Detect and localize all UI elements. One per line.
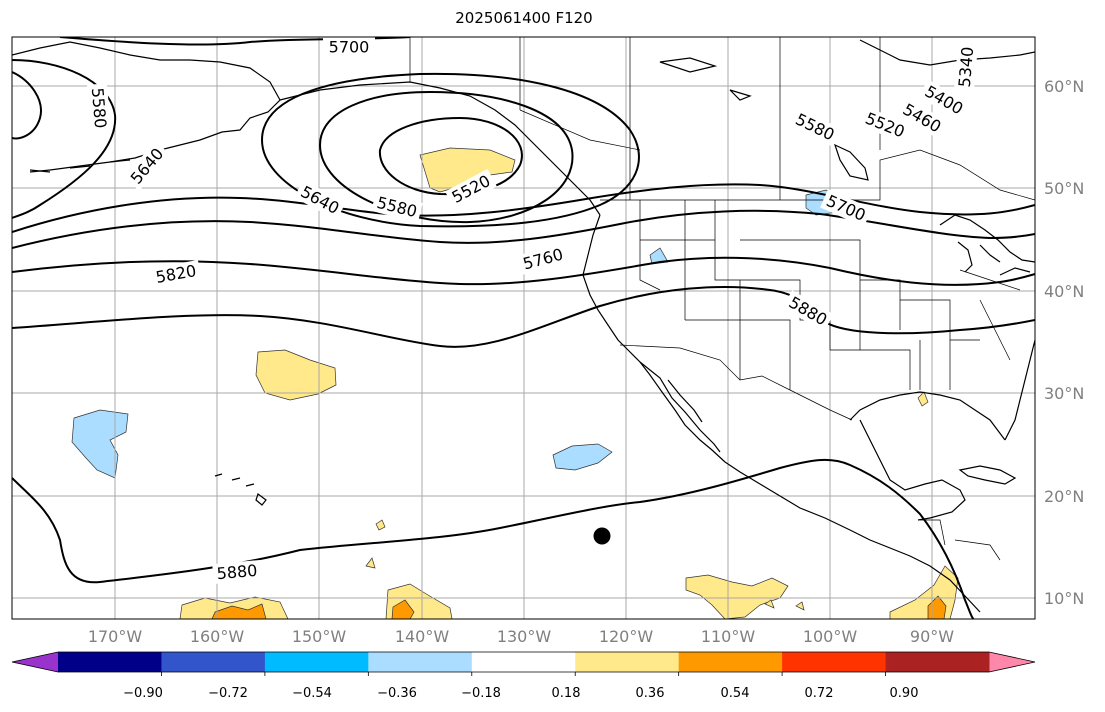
colorbar-label: 0.54 (721, 686, 750, 701)
colorbar-label: −0.54 (292, 686, 332, 701)
us-west-coast (582, 214, 726, 463)
positive-anomaly-area (391, 599, 415, 619)
us-canada-border (600, 149, 1035, 201)
colorbar: −0.90 −0.72 −0.54 −0.36 −0.18 0.18 0.36 … (11, 651, 1036, 701)
lon-tick-label: 140°W (395, 627, 450, 646)
positive-anomaly-area (211, 603, 267, 619)
colorbar-label: −0.36 (377, 686, 417, 701)
contour-5760 (12, 209, 1035, 249)
colorbar-segment (782, 652, 887, 672)
lat-tick-label: 20°N (1044, 487, 1084, 506)
contour-5640-low (260, 72, 640, 228)
contour-label: 5700 (329, 38, 370, 57)
colorbar-segment (885, 652, 990, 672)
contour-label: 5580 (88, 87, 110, 129)
lon-tick-label: 110°W (701, 627, 756, 646)
gulf-coast (849, 391, 1006, 521)
colorbar-label: 0.90 (890, 686, 919, 701)
alaska-panhandle (279, 81, 601, 216)
positive-anomaly-area (365, 557, 376, 569)
latitude-labels: 60°N 50°N 40°N 30°N 20°N 10°N (1044, 77, 1084, 608)
positive-anomaly-area (255, 349, 337, 401)
coastlines (12, 39, 1035, 613)
contour-5880-south (12, 458, 975, 619)
contour-5520-low (378, 116, 523, 196)
great-lakes (939, 214, 1035, 276)
longitude-labels: 170°W 160°W 150°W 140°W 130°W 120°W 110°… (88, 627, 954, 646)
contour-5880-north (12, 285, 1035, 348)
us-mexico-border (619, 344, 853, 421)
anomaly-shading (71, 147, 959, 619)
lon-tick-label: 130°W (497, 627, 552, 646)
lat-tick-label: 60°N (1044, 77, 1084, 96)
colorbar-segments (12, 652, 1035, 672)
negative-anomaly-area (552, 443, 613, 471)
negative-anomaly-area (71, 409, 129, 479)
colorbar-segment (678, 652, 783, 672)
colorbar-extension-low (12, 652, 58, 672)
lon-tick-label: 90°W (910, 627, 954, 646)
height-contours (12, 37, 1035, 619)
atlantic-coast (1004, 339, 1035, 441)
lon-tick-label: 160°W (190, 627, 245, 646)
lat-tick-label: 30°N (1044, 384, 1084, 403)
colorbar-segment (471, 652, 576, 672)
colorbar-labels: −0.90 −0.72 −0.54 −0.36 −0.18 0.18 0.36 … (123, 686, 918, 701)
canada-province-borders (519, 37, 881, 200)
map-frame (11, 36, 1036, 620)
alaska-coast (12, 41, 281, 173)
colorbar-ticks (161, 672, 886, 676)
positive-anomaly-area (419, 147, 516, 193)
positive-anomaly-area (795, 601, 805, 611)
positive-anomaly-area (764, 599, 775, 609)
aleutian-islands (29, 151, 166, 173)
colorbar-label: 0.36 (636, 686, 665, 701)
colorbar-segment (264, 652, 369, 672)
lon-tick-label: 120°W (599, 627, 654, 646)
colorbar-segment (58, 652, 162, 672)
mexico-pacific-coast (724, 461, 981, 613)
colorbar-label: −0.72 (208, 686, 248, 701)
colorbar-label: −0.18 (461, 686, 501, 701)
colorbar-label: 0.72 (805, 686, 834, 701)
colorbar-segment (575, 652, 680, 672)
colorbar-extension-high (989, 652, 1035, 672)
map-title: 2025061400 F120 (455, 9, 593, 27)
colorbar-segment (161, 652, 266, 672)
lon-tick-label: 170°W (88, 627, 143, 646)
lon-tick-label: 150°W (292, 627, 347, 646)
baja-california (639, 361, 721, 453)
lon-tick-label: 100°W (803, 627, 858, 646)
hudson-bay-area (859, 39, 1035, 66)
central-america-borders (920, 519, 1001, 561)
contour-5640-west (12, 59, 117, 219)
colorbar-label: −0.90 (123, 686, 163, 701)
colorbar-outline (11, 651, 1036, 673)
canadian-islands (659, 57, 869, 181)
positive-anomaly-area (917, 391, 929, 407)
hawaiian-islands (214, 473, 267, 506)
map-panel: 5700 5580 5640 5640 5580 5520 5580 5520 … (12, 37, 1035, 619)
contour-5580-west (12, 71, 42, 140)
storm-position-marker (593, 527, 611, 545)
cuba (958, 465, 1017, 485)
colorbar-segment (368, 652, 473, 672)
lat-tick-label: 10°N (1044, 589, 1084, 608)
contour-label: 5340 (955, 46, 977, 88)
contour-5820 (12, 256, 1035, 286)
contour-label: 5880 (216, 561, 258, 583)
lat-tick-label: 40°N (1044, 282, 1084, 301)
positive-anomaly-area (375, 519, 386, 531)
lat-tick-label: 50°N (1044, 179, 1084, 198)
contour-5700-main (12, 183, 1035, 233)
colorbar-label: 0.18 (552, 686, 581, 701)
